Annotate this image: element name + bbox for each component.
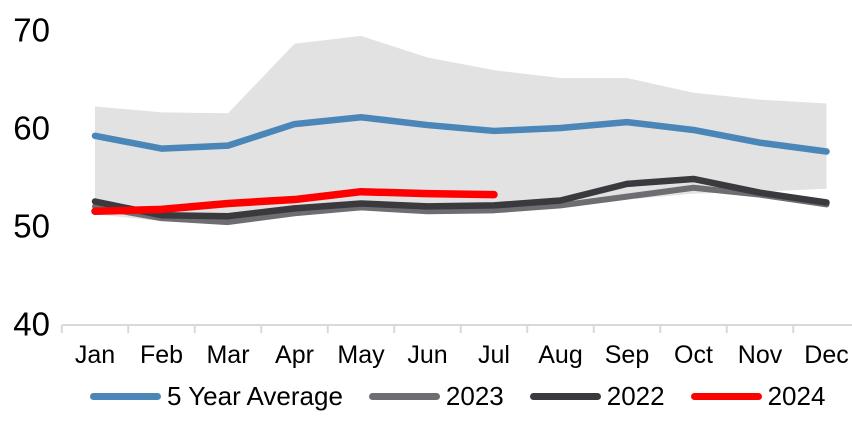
legend-item-2022: 2022: [529, 381, 665, 411]
legend-item-5-year-average: 5 Year Average: [90, 383, 343, 409]
x-tick-label-oct: Oct: [674, 341, 713, 369]
chart-legend: 5 Year Average 2023 2022 2024: [90, 381, 825, 411]
y-tick-label-50: 50: [13, 208, 50, 245]
legend-label-2022: 2022: [606, 381, 665, 411]
x-tick-label-dec: Dec: [804, 341, 848, 369]
legend-label-2024: 2024: [767, 381, 826, 411]
series-line-2024: [91, 187, 498, 216]
x-tick-label-jun: Jun: [407, 341, 447, 369]
y-axis-tick-labels: 40 50 60 70: [13, 12, 50, 343]
x-axis-tick-labels: Jan Feb Mar Apr May Jun Jul Aug Sep Oct Nov Dec: [75, 341, 849, 369]
x-tick-label-may: May: [337, 341, 385, 369]
legend-swatch-2024: [690, 392, 762, 400]
series-lines: [91, 113, 830, 226]
x-tick-label-nov: Nov: [738, 341, 783, 369]
legend-swatch-5-year-average: [90, 392, 161, 400]
x-tick-label-apr: Apr: [275, 341, 314, 369]
x-tick-label-jul: Jul: [478, 341, 510, 369]
legend-item-2023: 2023: [368, 381, 504, 411]
legend-label-5-year-average: 5 Year Average: [167, 381, 343, 411]
x-tick-label-aug: Aug: [538, 341, 582, 369]
series-line-2023: [92, 184, 830, 226]
series-line-5-year-average: [91, 113, 830, 155]
y-tick-label-40: 40: [13, 306, 50, 343]
legend-item-2024: 2024: [690, 381, 826, 411]
x-tick-label-jan: Jan: [75, 341, 115, 369]
legend-swatch-2022: [529, 392, 601, 400]
x-axis: [60, 324, 852, 333]
legend-swatch-2023: [368, 392, 440, 400]
x-tick-label-feb: Feb: [140, 341, 183, 369]
y-tick-label-70: 70: [13, 12, 50, 49]
y-tick-label-60: 60: [13, 110, 50, 147]
x-tick-label-mar: Mar: [206, 341, 249, 369]
legend-label-2023: 2023: [445, 381, 504, 411]
series-line-2022: [91, 175, 830, 220]
x-tick-label-sep: Sep: [605, 341, 649, 369]
